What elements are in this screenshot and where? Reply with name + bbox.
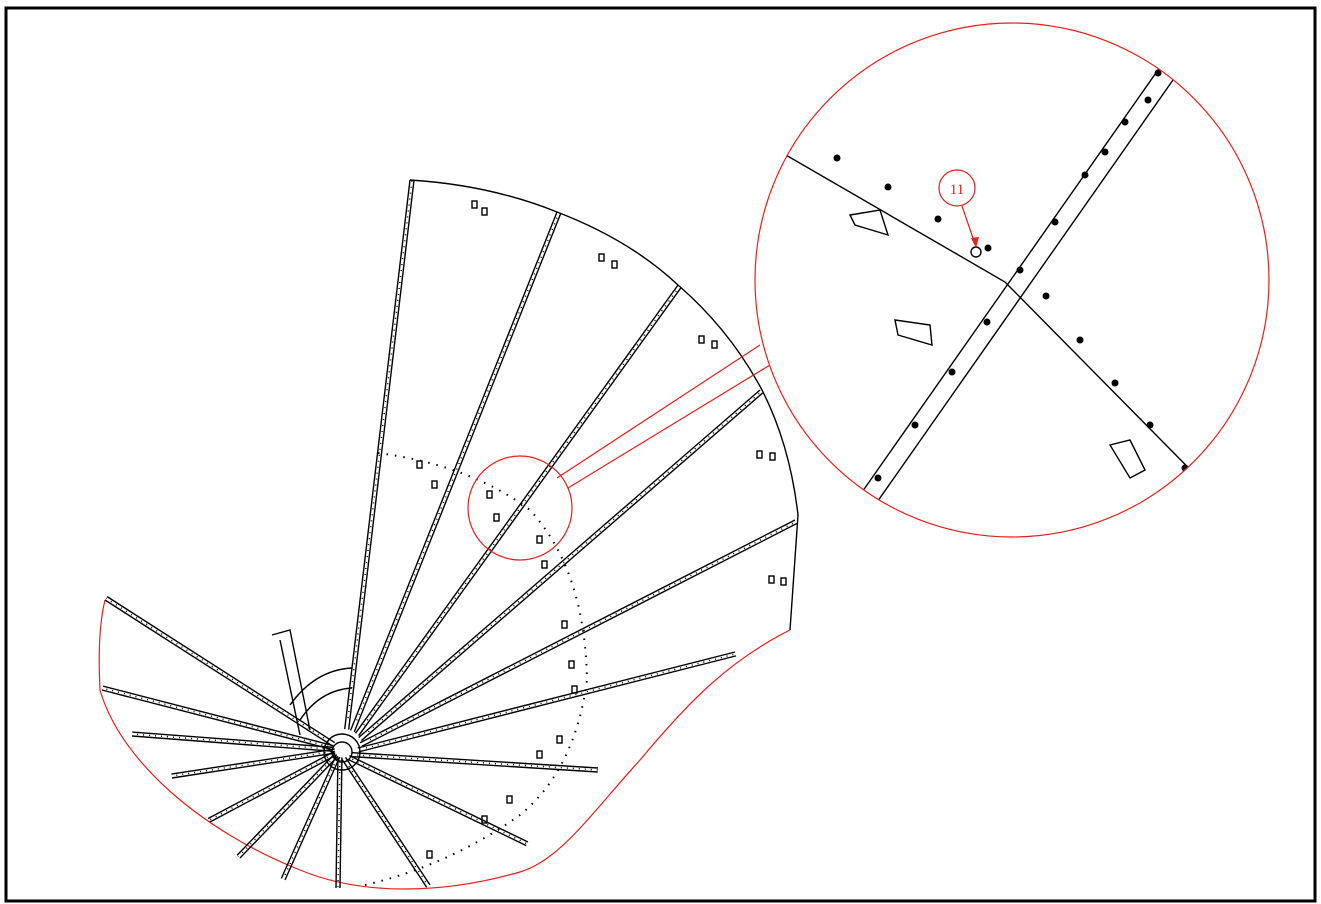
outer-edge (410, 180, 798, 630)
tread-slot (769, 576, 774, 583)
bolt-hole (912, 422, 919, 429)
bolt-hole (1147, 422, 1154, 429)
tread-slot (487, 491, 492, 498)
tread-slot (712, 341, 717, 348)
detail-circle (755, 23, 1269, 537)
bolt-hole (1052, 219, 1059, 226)
stringer-holes (348, 180, 412, 718)
bolt-hole (985, 245, 992, 252)
detail-marker (468, 456, 572, 560)
bolt-hole (1043, 293, 1050, 300)
tread-stringer (352, 753, 598, 772)
stringer-holes (239, 757, 335, 857)
tread-slot (557, 736, 562, 743)
callout-arrow (971, 237, 979, 248)
tread-slot (562, 621, 567, 628)
tread-slot (569, 661, 574, 668)
callout-label: 11 (950, 182, 964, 198)
bolt-hole (885, 184, 892, 191)
bolt-hole (1082, 172, 1089, 179)
tread-slot (432, 481, 437, 488)
tread-slot (482, 208, 487, 215)
stringer-holes (172, 752, 332, 776)
tread-slot (781, 578, 786, 585)
bolt-hole (949, 369, 956, 376)
bolt-hole (984, 319, 991, 326)
bolt-hole (1145, 97, 1152, 104)
bolt-hole (1112, 380, 1119, 387)
tread-stringer (237, 753, 338, 858)
tread-slot (417, 461, 422, 468)
spiral-stair-plan (99, 180, 798, 889)
tread-slot (537, 536, 542, 543)
tread-slot (699, 336, 704, 343)
tread-slot (494, 514, 499, 521)
stringer-holes (366, 654, 735, 748)
stringer-holes (209, 754, 333, 820)
stringer-holes (357, 213, 559, 721)
stringer-holes (352, 759, 527, 844)
tread-cleats (850, 210, 1145, 478)
bolt-hole (875, 475, 882, 482)
tread-slot (427, 851, 432, 858)
stringer-holes (283, 759, 337, 879)
break-line (99, 600, 790, 889)
bolt (971, 247, 981, 257)
sheet-border (6, 8, 1315, 901)
drawing-sheet: 11 (0, 0, 1321, 904)
tread-slot (507, 796, 512, 803)
bolt-hole (1017, 267, 1024, 274)
bolt-hole (1077, 337, 1084, 344)
stringer (860, 60, 1180, 505)
bolt-hole (834, 155, 841, 162)
tread-slot (537, 751, 542, 758)
bolt-hole (1102, 149, 1109, 156)
bolt-circle (365, 453, 587, 885)
landing-frame (272, 630, 352, 735)
bolt-hole (1122, 119, 1129, 126)
tread-stringer (281, 755, 339, 880)
tread-slot (599, 254, 604, 261)
bolt-hole (935, 216, 942, 223)
stringer-holes (346, 761, 429, 886)
tread-slot (472, 201, 477, 208)
tread-stringer (105, 597, 335, 746)
tread-slot (770, 453, 775, 460)
tread-slot (757, 451, 762, 458)
tread-slot (612, 261, 617, 268)
tread-slot (542, 561, 547, 568)
tread-stringer (208, 751, 337, 822)
detail-view (760, 60, 1240, 520)
